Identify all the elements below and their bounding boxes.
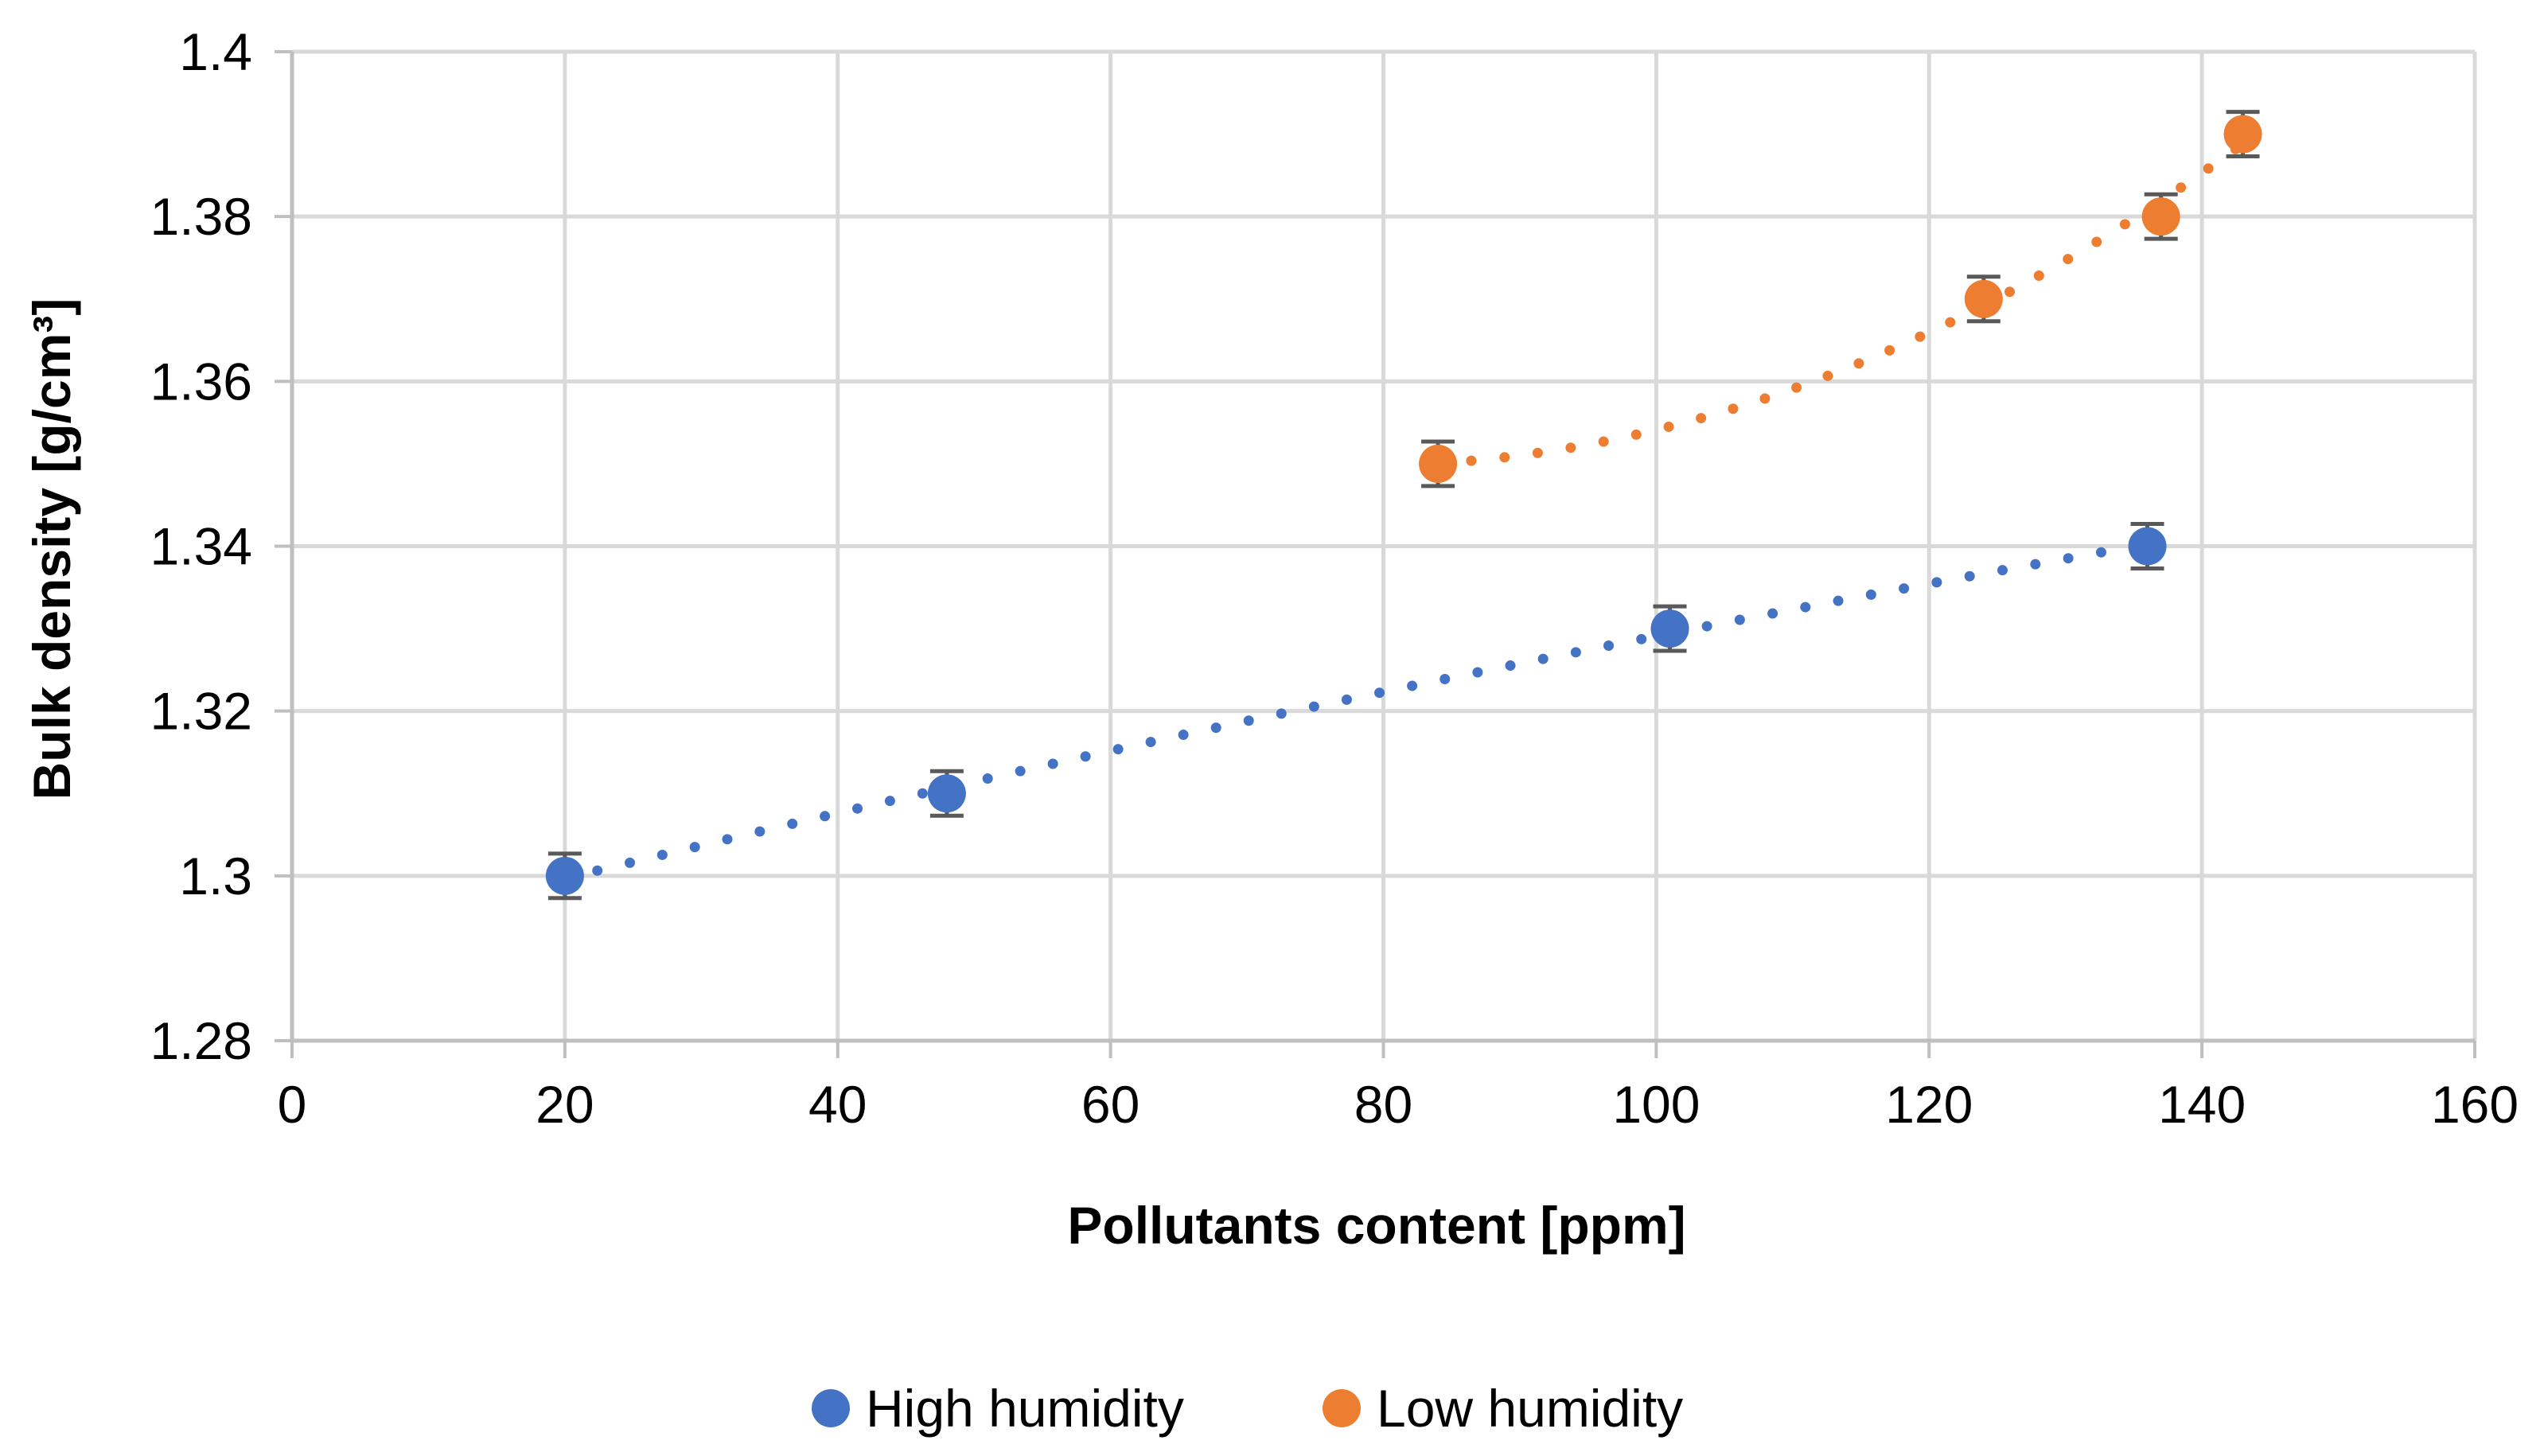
data-point-high-humidity	[2128, 527, 2167, 566]
trendline-high-humidity	[559, 539, 2152, 884]
data-point-high-humidity	[927, 774, 966, 813]
error-bars	[547, 110, 2260, 901]
data-point-low-humidity	[2141, 197, 2180, 236]
data-point-low-humidity	[1964, 279, 2003, 318]
x-axis-title: Pollutants content [ppm]	[1067, 1196, 1685, 1255]
legend-marker-high-humidity	[812, 1389, 850, 1427]
x-tick-label: 40	[808, 1075, 867, 1134]
x-tick-label: 80	[1354, 1075, 1412, 1134]
legend-label-high-humidity: High humidity	[866, 1379, 1184, 1438]
tick-labels: 0 20 40 60 80 100 120 140 160 1.28 1.3 1.32 1.34 1.36…	[150, 22, 2519, 1134]
x-tick-label: 120	[1885, 1075, 1973, 1134]
x-tick-label: 160	[2431, 1075, 2519, 1134]
y-tick-label: 1.32	[150, 682, 252, 741]
y-tick-label: 1.28	[150, 1011, 252, 1070]
y-tick-label: 1.38	[150, 187, 252, 246]
trendline-low-humidity	[1432, 138, 2249, 469]
grid	[292, 49, 2477, 1043]
x-tick-label: 20	[536, 1075, 594, 1134]
x-tick-label: 100	[1612, 1075, 1700, 1134]
legend-marker-low-humidity	[1323, 1389, 1361, 1427]
data-point-low-humidity	[1419, 444, 1458, 483]
y-tick-label: 1.4	[179, 22, 252, 81]
data-point-low-humidity	[2223, 115, 2262, 154]
trendlines	[559, 138, 2249, 884]
y-axis-title: Bulk density [g/cm³]	[22, 298, 81, 800]
axes	[275, 50, 2476, 1058]
x-tick-label: 0	[278, 1075, 307, 1134]
x-tick-label: 60	[1081, 1075, 1140, 1134]
data-point-high-humidity	[1650, 609, 1689, 648]
x-tick-label: 140	[2158, 1075, 2246, 1134]
y-tick-label: 1.34	[150, 517, 252, 576]
data-points	[545, 115, 2262, 895]
legend-label-low-humidity: Low humidity	[1377, 1379, 1683, 1438]
y-tick-label: 1.36	[150, 352, 252, 411]
y-tick-label: 1.3	[179, 847, 252, 905]
legend: High humidity Low humidity	[812, 1379, 1683, 1438]
data-point-high-humidity	[545, 856, 584, 895]
